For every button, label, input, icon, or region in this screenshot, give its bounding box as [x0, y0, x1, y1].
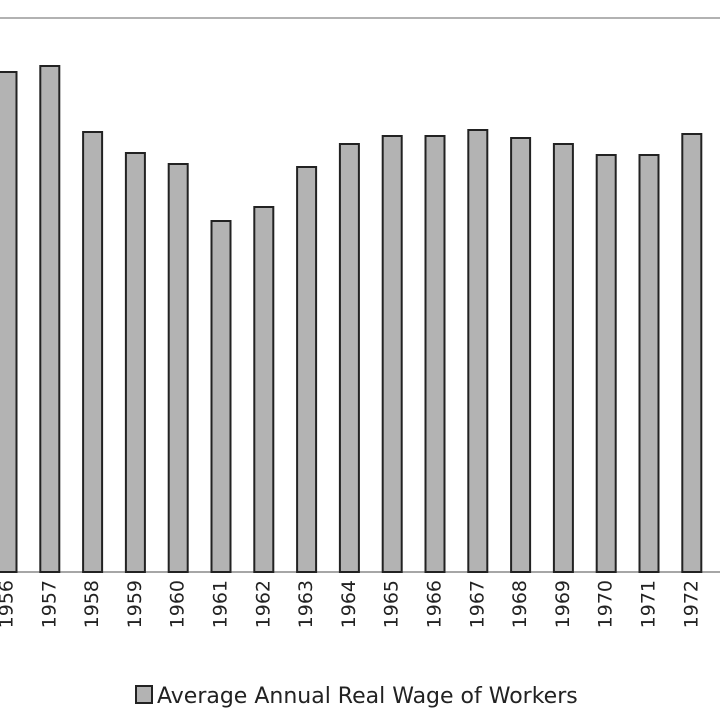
x-tick-label: 1965 — [381, 580, 403, 628]
x-tick-label: 1969 — [552, 580, 574, 628]
legend-label: Average Annual Real Wage of Workers — [157, 684, 578, 709]
bar — [424, 135, 446, 573]
bar — [253, 206, 275, 573]
bar — [39, 65, 61, 573]
x-tick-label: 1964 — [338, 580, 360, 628]
bar — [296, 166, 318, 573]
x-tick-label: 1963 — [295, 580, 317, 628]
x-tick-label: 1972 — [680, 580, 702, 628]
x-tick-label: 1958 — [81, 580, 103, 628]
x-tick-label: 1968 — [509, 580, 531, 628]
bar — [381, 135, 403, 573]
x-tick-label: 1961 — [210, 580, 232, 628]
bar — [124, 152, 146, 573]
bar — [167, 163, 189, 573]
bar — [338, 143, 360, 573]
bar — [0, 71, 18, 573]
legend-swatch — [135, 685, 153, 704]
bar — [681, 133, 703, 573]
bar — [210, 220, 232, 573]
x-tick-label: 1970 — [595, 580, 617, 628]
bar — [510, 137, 532, 573]
x-tick-label: 1956 — [0, 580, 18, 628]
x-tick-label: 1960 — [167, 580, 189, 628]
bar — [595, 154, 617, 573]
x-tick-label: 1966 — [424, 580, 446, 628]
bar — [552, 143, 574, 573]
x-tick-label: 1957 — [38, 580, 60, 628]
x-tick-label: 1962 — [252, 580, 274, 628]
x-tick-label: 1967 — [466, 580, 488, 628]
x-tick-label: 1971 — [638, 580, 660, 628]
bar — [638, 154, 660, 573]
bar — [467, 129, 489, 573]
x-tick-label: 1959 — [124, 580, 146, 628]
bar — [82, 131, 104, 573]
